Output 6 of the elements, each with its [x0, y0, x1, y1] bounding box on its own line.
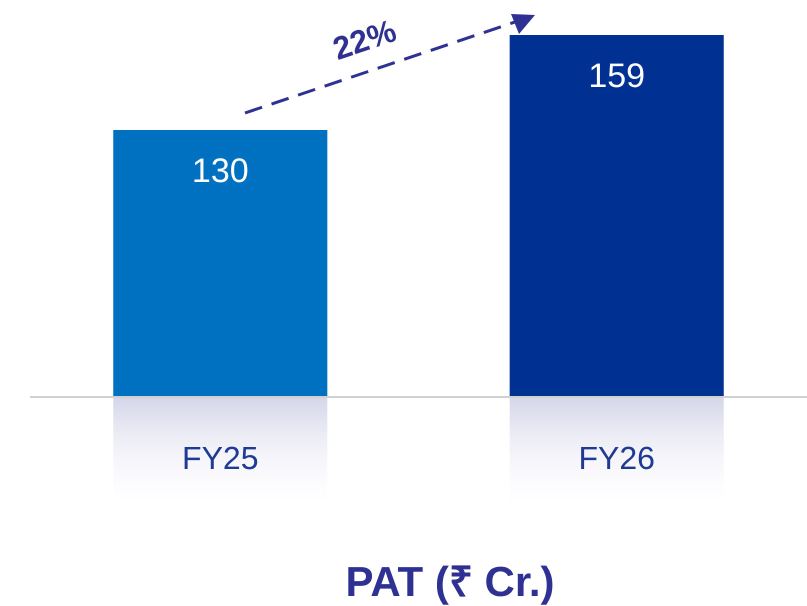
annotation: 22%	[328, 12, 401, 67]
x-tick-label: FY26	[578, 440, 655, 476]
x-tick-label: FY25	[182, 440, 259, 476]
x-axis-title: PAT (₹ Cr.)	[345, 558, 555, 605]
data-label: 159	[588, 57, 646, 95]
data-label: 130	[192, 152, 249, 190]
